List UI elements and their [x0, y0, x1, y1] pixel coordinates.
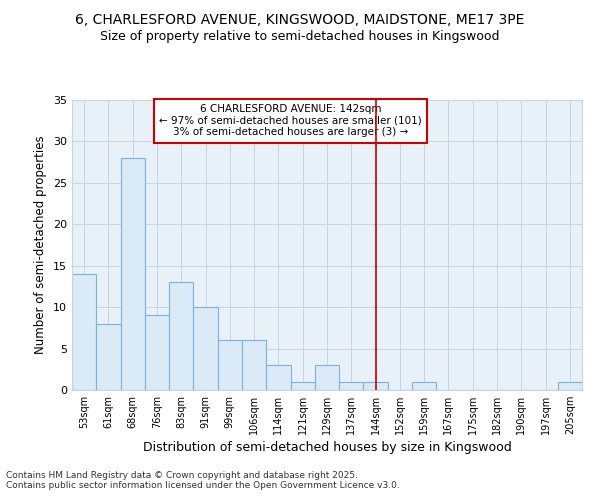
Text: Contains HM Land Registry data © Crown copyright and database right 2025.
Contai: Contains HM Land Registry data © Crown c… [6, 470, 400, 490]
Text: Size of property relative to semi-detached houses in Kingswood: Size of property relative to semi-detach… [100, 30, 500, 43]
Text: 6, CHARLESFORD AVENUE, KINGSWOOD, MAIDSTONE, ME17 3PE: 6, CHARLESFORD AVENUE, KINGSWOOD, MAIDST… [76, 12, 524, 26]
Bar [193, 307, 218, 390]
Bar [339, 382, 364, 390]
Bar [266, 365, 290, 390]
Bar [72, 274, 96, 390]
Bar [364, 382, 388, 390]
Bar [558, 382, 582, 390]
Bar [412, 382, 436, 390]
Bar [145, 316, 169, 390]
Bar [96, 324, 121, 390]
Bar [218, 340, 242, 390]
Y-axis label: Number of semi-detached properties: Number of semi-detached properties [34, 136, 47, 354]
Text: 6 CHARLESFORD AVENUE: 142sqm
← 97% of semi-detached houses are smaller (101)
3% : 6 CHARLESFORD AVENUE: 142sqm ← 97% of se… [159, 104, 422, 138]
X-axis label: Distribution of semi-detached houses by size in Kingswood: Distribution of semi-detached houses by … [143, 441, 511, 454]
Bar [121, 158, 145, 390]
Bar [290, 382, 315, 390]
Bar [315, 365, 339, 390]
Bar [169, 282, 193, 390]
Bar [242, 340, 266, 390]
